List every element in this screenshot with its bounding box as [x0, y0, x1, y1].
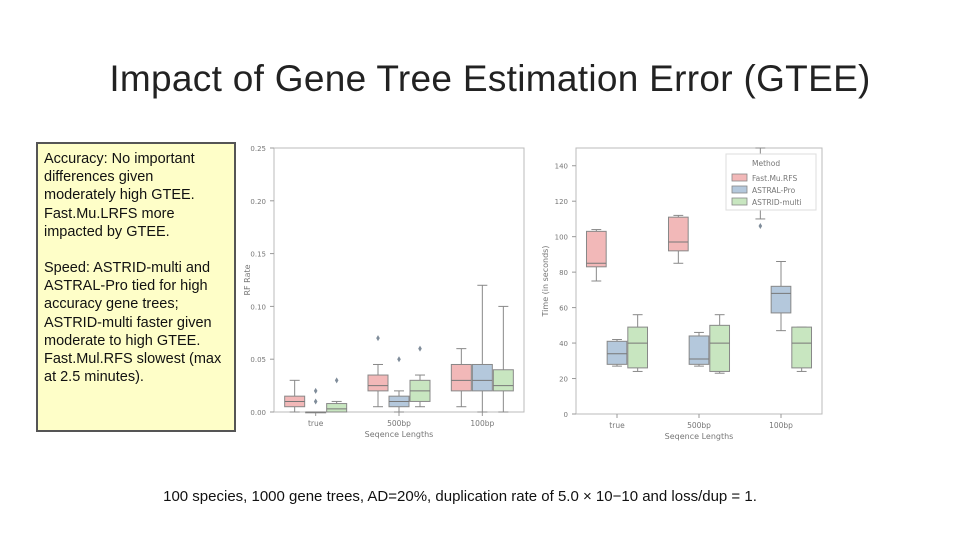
y-tick-label: 140	[555, 163, 568, 171]
y-axis-label: Time (in seconds)	[541, 246, 550, 318]
y-tick-label: 120	[555, 198, 568, 206]
y-tick-label: 40	[559, 340, 568, 348]
y-tick-label: 100	[555, 234, 568, 242]
y-tick-label: 80	[559, 269, 568, 277]
box	[585, 230, 607, 268]
slide-title: Impact of Gene Tree Estimation Error (GT…	[109, 58, 871, 99]
y-tick-label: 20	[559, 376, 568, 384]
x-tick-label: 500bp	[387, 419, 411, 428]
runtime-chart: 0 20 40 60 80 100 120 140 true 500bp 100bp Seqence …	[541, 147, 823, 441]
x-tick-label: 500bp	[687, 421, 711, 430]
y-tick-label: 0.25	[250, 145, 266, 153]
y-tick-label: 0.00	[250, 409, 266, 417]
box	[326, 403, 348, 413]
legend-title: Method	[752, 159, 780, 168]
box	[667, 216, 689, 252]
box	[709, 324, 731, 372]
x-tick-label: 100bp	[470, 419, 494, 428]
y-tick-label: 0.20	[250, 198, 266, 206]
box	[471, 363, 493, 392]
box	[367, 374, 389, 392]
accuracy-note: Accuracy: No important differences given…	[44, 151, 195, 240]
legend-swatch	[731, 197, 748, 206]
y-tick-label: 0	[564, 411, 568, 419]
y-tick-label: 0.10	[250, 303, 266, 311]
box	[606, 340, 628, 365]
outlier-point	[758, 223, 763, 230]
x-tick-label: true	[308, 419, 324, 428]
legend-label: Fast.Mu.RFS	[752, 174, 797, 183]
box	[450, 363, 472, 392]
x-axis-label: Seqence Lengths	[665, 432, 734, 441]
speed-note: Speed: ASTRID-multi and ASTRAL-Pro tied …	[44, 260, 222, 386]
box	[791, 326, 813, 369]
y-tick-label: 0.15	[250, 251, 266, 259]
outlier-point	[376, 335, 380, 342]
box	[492, 369, 514, 392]
legend-swatch	[731, 173, 748, 182]
x-tick-label: true	[609, 421, 625, 430]
outlier-point	[418, 345, 422, 352]
legend-label: ASTRID-multi	[752, 198, 802, 207]
x-tick-label: 100bp	[769, 421, 793, 430]
y-tick-label: 60	[559, 305, 568, 313]
legend-label: ASTRAL-Pro	[752, 186, 796, 195]
legend-swatch	[731, 185, 748, 194]
y-tick-label: 0.05	[250, 356, 266, 364]
footer-caption: 100 species, 1000 gene trees, AD=20%, du…	[163, 488, 757, 505]
x-axis-label: Seqence Lengths	[365, 430, 434, 439]
box	[688, 335, 710, 365]
notes-box: Accuracy: No important differences given…	[36, 142, 236, 432]
box	[627, 326, 649, 369]
y-axis-label: RF Rate	[243, 264, 252, 295]
outlier-point	[397, 356, 401, 363]
box	[770, 285, 792, 314]
rf-rate-chart: 0.00 0.05 0.10 0.15 0.20 0.25 true 500bp 100bp Se…	[243, 145, 525, 439]
